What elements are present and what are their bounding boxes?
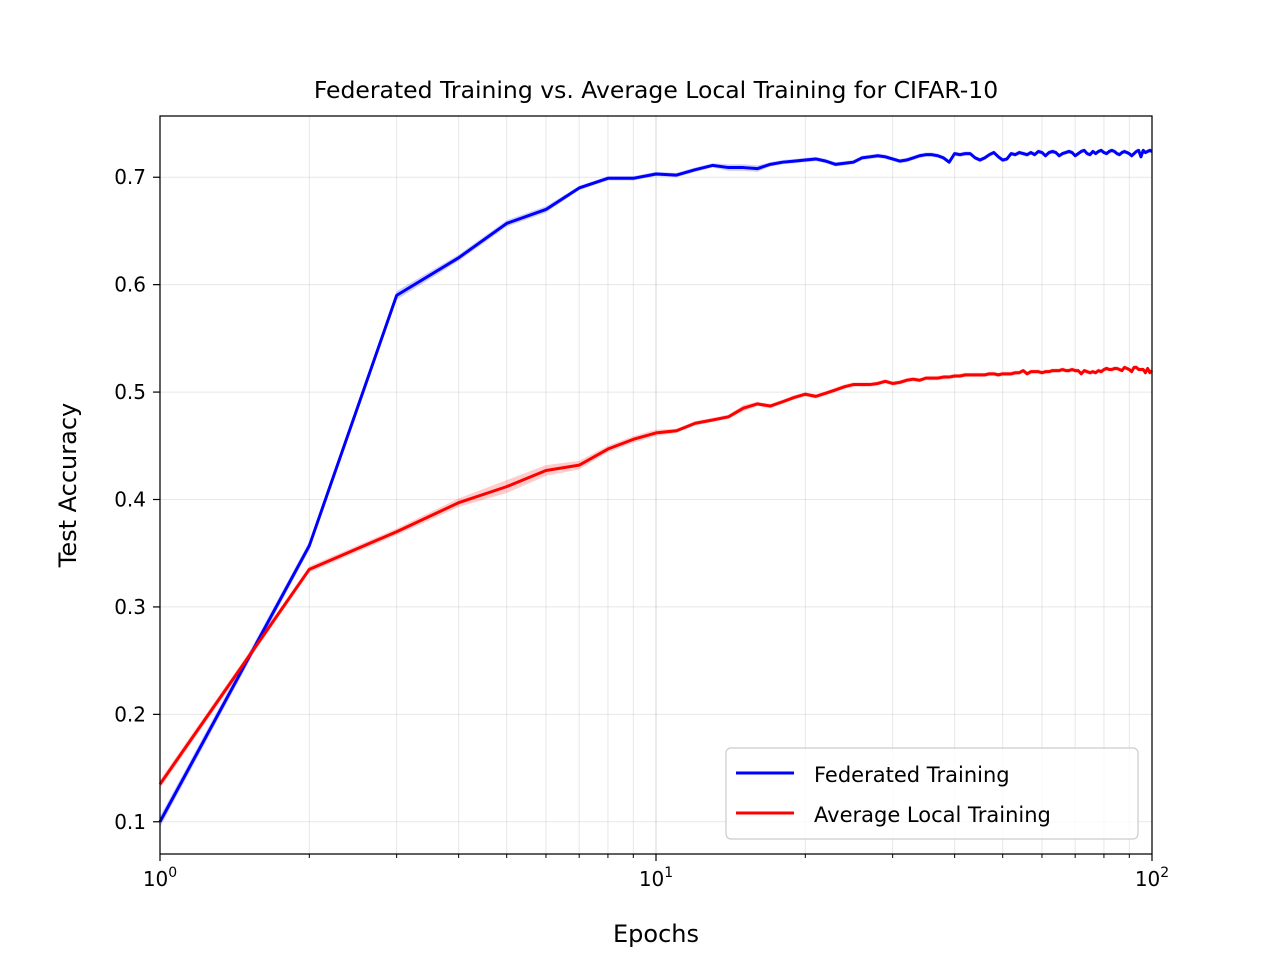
y-tick-label: 0.2 [114,702,146,726]
y-tick-label: 0.6 [114,273,146,297]
legend: Federated Training Average Local Trainin… [725,747,1139,840]
x-tick-label: 101 [639,865,673,891]
x-tick-label: 100 [143,865,177,891]
series-lines [158,148,1154,823]
y-tick-label: 0.4 [114,488,146,512]
y-tick-label: 0.3 [114,595,146,619]
legend-box [725,747,1139,840]
x-axis-label: Epochs [613,920,699,948]
legend-label-average-local-training: Average Local Training [814,803,1051,827]
axis-ticks: 0.1 0.2 0.3 0.4 0.5 0.6 0.7 100 101 102 [114,165,1169,891]
grid [159,116,1153,854]
y-tick-label: 0.7 [114,165,146,189]
plot-area [160,116,1152,854]
chart-title: Federated Training vs. Average Local Tra… [314,76,998,104]
y-tick-label: 0.5 [114,380,146,404]
line-federated-training [158,148,1153,823]
legend-label-federated-training: Federated Training [814,763,1010,787]
y-tick-label: 0.1 [114,810,146,834]
line-average-local-training [158,365,1154,786]
x-tick-label: 102 [1135,865,1169,891]
y-axis-label: Test Accuracy [54,403,82,568]
